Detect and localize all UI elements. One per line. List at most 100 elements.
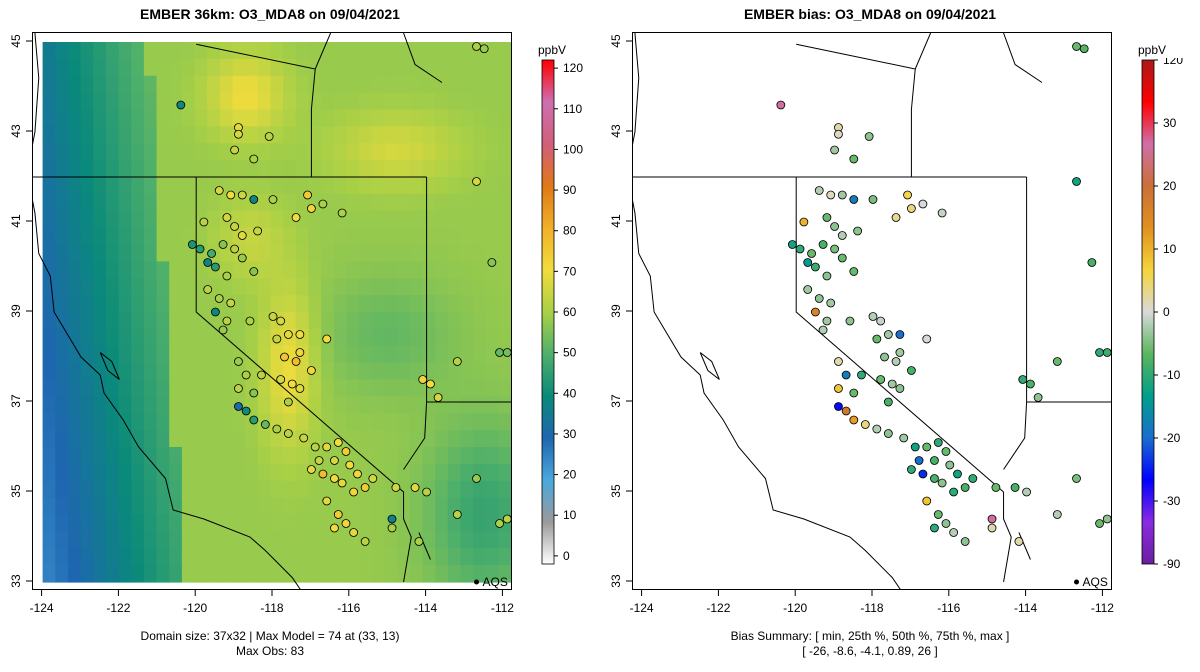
model-cell xyxy=(67,210,82,229)
model-cell xyxy=(321,396,335,414)
model-cell xyxy=(435,92,449,111)
model-station-point xyxy=(479,44,489,54)
model-cell xyxy=(257,109,272,127)
model-cell xyxy=(131,58,145,77)
model-cell xyxy=(257,92,272,111)
model-cell xyxy=(194,126,208,144)
model-cell xyxy=(359,312,373,330)
model-cell xyxy=(219,396,234,414)
model-station-point xyxy=(368,474,378,483)
model-cell xyxy=(422,531,436,549)
model-cell xyxy=(181,210,196,229)
model-cell xyxy=(207,126,221,144)
model-cell xyxy=(460,362,474,381)
model-cell xyxy=(55,75,69,94)
model-cell xyxy=(435,261,449,279)
model-cell xyxy=(283,143,297,161)
model-cell xyxy=(131,244,145,262)
model-cell xyxy=(207,480,221,499)
model-cell xyxy=(80,42,94,60)
model-cell xyxy=(397,531,411,549)
model-cell xyxy=(169,396,183,414)
model-cell xyxy=(333,396,348,414)
model-cell xyxy=(384,227,398,246)
bias-station-point xyxy=(1079,44,1089,54)
model-cell xyxy=(42,531,56,549)
model-cell xyxy=(232,160,246,178)
model-cell xyxy=(169,312,183,330)
model-cell xyxy=(473,312,487,330)
model-cell xyxy=(270,514,284,532)
model-cell xyxy=(194,193,208,212)
model-cell xyxy=(333,278,348,296)
model-cell xyxy=(257,396,272,414)
model-station-point xyxy=(306,366,316,375)
model-cell xyxy=(409,497,424,516)
model-cell xyxy=(93,210,107,229)
model-cell xyxy=(447,447,462,465)
model-cell xyxy=(422,278,436,296)
model-cell xyxy=(346,193,360,212)
model-cell xyxy=(371,227,386,246)
model-cell xyxy=(397,430,411,448)
model-cell xyxy=(473,379,487,397)
bias-aqs-point xyxy=(1074,579,1080,585)
model-station-point xyxy=(199,217,209,227)
model-cell xyxy=(397,193,411,212)
model-cell xyxy=(283,126,297,144)
bias-xtick-label-5: -114 xyxy=(1014,601,1037,615)
model-cell xyxy=(181,328,196,347)
model-cell xyxy=(42,430,56,448)
bias-station-point xyxy=(849,415,859,425)
model-cell xyxy=(207,447,221,465)
bias-station-point xyxy=(987,514,997,524)
model-cell xyxy=(257,42,272,60)
model-cell xyxy=(131,143,145,161)
model-cell xyxy=(118,58,132,77)
model-cell xyxy=(346,328,360,347)
model-station-point xyxy=(318,199,328,209)
model-cell xyxy=(232,514,246,532)
model-cell xyxy=(447,227,462,246)
model-station-point xyxy=(218,240,228,249)
model-cell xyxy=(232,548,246,566)
model-station-point xyxy=(387,523,397,533)
model-xtick-label-0: -124 xyxy=(30,601,54,615)
model-cell xyxy=(308,345,322,364)
model-cell xyxy=(207,109,221,127)
bias-station-point xyxy=(922,442,932,452)
model-cell xyxy=(93,278,107,296)
model-cell xyxy=(245,58,259,77)
model-cell xyxy=(422,177,436,195)
bias-id-mt-border xyxy=(1003,33,1043,83)
model-cell xyxy=(460,312,474,330)
model-cell xyxy=(118,109,132,127)
bias-station-point xyxy=(1022,487,1032,497)
model-station-point xyxy=(249,267,259,276)
model-station-point xyxy=(287,379,297,389)
model-cell xyxy=(447,58,462,77)
model-cell xyxy=(232,295,246,313)
model-cell xyxy=(143,42,158,60)
bias-xtick-label-0: -124 xyxy=(630,601,654,615)
model-cell xyxy=(422,244,436,262)
model-station-point xyxy=(280,352,289,362)
model-cell xyxy=(295,497,310,516)
model-cell xyxy=(156,514,170,532)
model-cell xyxy=(333,227,348,246)
model-cell xyxy=(219,463,234,482)
model-cell xyxy=(55,244,69,262)
model-cell xyxy=(67,295,82,313)
model-cell xyxy=(498,160,511,178)
model-cell xyxy=(131,210,145,229)
bias-station-point xyxy=(849,195,859,204)
model-cell xyxy=(42,447,56,465)
model-cell xyxy=(42,548,56,566)
bias-station-point xyxy=(1010,483,1020,492)
model-cell xyxy=(359,413,373,431)
model-aqs-label: AQS xyxy=(483,575,508,589)
model-cell xyxy=(93,413,107,431)
model-cell xyxy=(485,244,500,262)
model-cell xyxy=(67,497,82,516)
model-cell xyxy=(359,548,373,566)
